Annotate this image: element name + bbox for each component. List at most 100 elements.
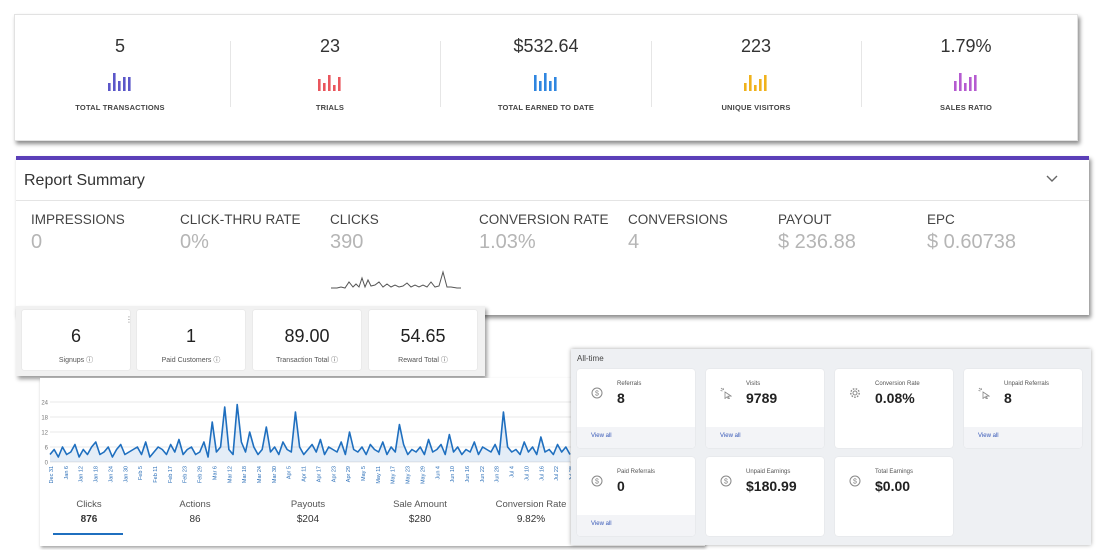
tab-clicks[interactable]: Clicks 876	[34, 499, 144, 525]
metric-value: 0	[31, 231, 43, 253]
divider	[230, 41, 231, 107]
metric-conversions: CONVERSIONS 4	[628, 212, 778, 254]
dollar-circle-icon: $	[849, 474, 861, 487]
alltime-card-value: 0.08%	[875, 390, 915, 406]
stat-label: SALES RATIO	[939, 103, 993, 112]
dollar-circle-icon: $	[720, 474, 732, 487]
alltime-card-label: Unpaid Referrals	[1004, 381, 1050, 387]
alltime-card-label: Visits	[746, 381, 761, 387]
view-all-link[interactable]: View all	[720, 433, 741, 439]
stat-label: UNIQUE VISITORS	[721, 103, 791, 112]
x-tick-label: Apr 11	[302, 466, 308, 482]
info-icon[interactable]: ⓘ	[213, 357, 221, 364]
tab-payouts[interactable]: Payouts $204	[253, 499, 363, 525]
divider	[861, 41, 862, 107]
tab-label: Sale Amount	[393, 499, 447, 510]
info-icon[interactable]: ⓘ	[330, 357, 338, 364]
y-tick-label: 12	[41, 431, 48, 437]
x-tick-label: May 17	[391, 466, 397, 484]
alltime-card-referrals: $ Referrals 8 View all	[577, 369, 695, 448]
alltime-card-label: Referrals	[617, 381, 642, 387]
x-tick-label: Jan 12	[79, 466, 85, 483]
x-tick-label: Feb 5	[138, 466, 144, 480]
x-tick-label: Jun 4	[435, 466, 441, 479]
view-all-footer: View all	[706, 427, 824, 448]
card-value: 89.00	[284, 326, 330, 346]
clicks-area	[50, 404, 570, 462]
alltime-card-value: 8	[1004, 390, 1012, 406]
metric-value: 390	[330, 231, 364, 253]
svg-text:$: $	[853, 479, 857, 486]
metric-label: EPC	[927, 212, 955, 227]
tab-value: $280	[408, 514, 432, 525]
view-all-link[interactable]: View all	[591, 433, 612, 439]
tab-label: Actions	[179, 499, 211, 510]
x-tick-label: May 29	[420, 466, 426, 484]
tab-label: Conversion Rate	[495, 499, 567, 510]
view-all-link[interactable]: View all	[591, 521, 612, 527]
metric-epc: EPC $ 0.60738	[927, 212, 1077, 254]
alltime-card-conversion-rate: Conversion Rate 0.08%	[835, 369, 953, 448]
card-transaction-total: 89.00 Transaction Total ⓘ	[253, 310, 361, 370]
tab-value: 9.82%	[516, 514, 546, 525]
bar-chart-icon	[744, 75, 767, 91]
x-tick-label: Apr 23	[331, 466, 337, 482]
metric-conversion-rate: CONVERSION RATE 1.03%	[479, 212, 629, 254]
card-label: Signups ⓘ	[58, 357, 94, 364]
tab-value: 86	[189, 514, 201, 525]
metric-label: IMPRESSIONS	[31, 212, 125, 227]
card-paid-customers: 1 Paid Customers ⓘ	[137, 310, 245, 370]
bar-chart-icon	[954, 73, 977, 91]
metric-value: 1.03%	[479, 231, 536, 253]
alltime-card-value: 0	[617, 478, 625, 494]
stat-label: TOTAL EARNED TO DATE	[497, 103, 595, 112]
all-time-panel: All-time $ Referrals 8 View all Visits 9789 Vi…	[571, 349, 1091, 545]
alltime-card-label: Unpaid Earnings	[746, 469, 791, 475]
chevron-down-icon[interactable]	[1045, 174, 1059, 184]
more-icon[interactable]: ⋮	[125, 315, 133, 324]
stat-trials: 23 TRIALS	[225, 15, 435, 140]
stats-panel: 5 TOTAL TRANSACTIONS 23 TRIALS $532.64 T…	[14, 14, 1078, 141]
stat-value: 23	[319, 36, 341, 56]
stat-unique-visitors: 223 UNIQUE VISITORS	[651, 15, 861, 140]
card-value: 54.65	[400, 326, 446, 346]
tab-actions[interactable]: Actions 86	[140, 499, 250, 525]
metric-impressions: IMPRESSIONS 0	[31, 212, 181, 254]
x-tick-label: Dec 31	[49, 466, 55, 483]
x-tick-label: Jul 10	[524, 466, 530, 481]
card-label: Paid Customers ⓘ	[161, 357, 221, 364]
y-tick-label: 24	[41, 401, 48, 407]
x-tick-label: Mar 24	[257, 466, 263, 483]
tab-value: $204	[296, 514, 320, 525]
alltime-card-visits: Visits 9789 View all	[706, 369, 824, 448]
stat-label: TRIALS	[315, 103, 345, 112]
card-value: 6	[70, 326, 81, 346]
x-tick-label: May 23	[406, 466, 412, 484]
card-label: Reward Total ⓘ	[398, 357, 448, 364]
x-tick-label: Feb 23	[183, 466, 189, 483]
x-tick-label: May 5	[361, 466, 367, 481]
all-time-caption: All-time	[577, 354, 604, 363]
x-tick-label: Jan 6	[64, 466, 70, 479]
tab-sale-amount[interactable]: Sale Amount $280	[365, 499, 475, 525]
bar-chart-icon	[108, 73, 131, 91]
view-all-footer: View all	[577, 515, 695, 536]
x-tick-label: Apr 17	[316, 466, 322, 482]
alltime-card-value: $0.00	[875, 478, 911, 494]
svg-text:$: $	[724, 479, 728, 486]
divider	[651, 41, 652, 107]
metric-payout: PAYOUT $ 236.88	[778, 212, 928, 254]
info-icon[interactable]: ⓘ	[440, 357, 448, 364]
alltime-card-value: 9789	[746, 390, 778, 406]
view-all-link[interactable]: View all	[978, 433, 999, 439]
tab-label: Payouts	[290, 499, 326, 510]
summary-cards-panel: 6 Signups ⓘ ⋮ 1 Paid Customers ⓘ 89.00 T…	[16, 306, 485, 376]
x-tick-label: Mar 6	[212, 466, 218, 480]
card-label: Transaction Total ⓘ	[276, 357, 338, 364]
info-icon[interactable]: ⓘ	[86, 357, 94, 364]
alltime-card-value: $180.99	[746, 478, 797, 494]
tab-conversion-rate[interactable]: Conversion Rate 9.82%	[476, 499, 586, 525]
card-signups: 6 Signups ⓘ ⋮	[22, 310, 133, 370]
card-value: 1	[185, 326, 196, 346]
bar-chart-icon	[318, 75, 341, 91]
